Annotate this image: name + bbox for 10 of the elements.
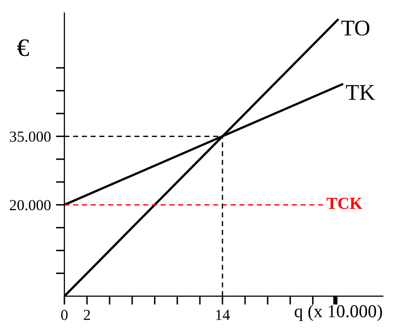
x-axis-title: q (x 10.000) bbox=[294, 304, 382, 322]
y-tick-label: 35.000 bbox=[10, 131, 51, 142]
x-tick-label: 14 bbox=[216, 310, 230, 320]
series-label: TO bbox=[341, 20, 370, 36]
series-label: TCK bbox=[326, 198, 362, 209]
y-axis-title: € bbox=[17, 39, 29, 56]
x-tick-label: 0 bbox=[61, 310, 68, 320]
y-tick-label: 20.000 bbox=[10, 200, 51, 210]
series-label: TK bbox=[346, 85, 375, 100]
x-tick-label: 2 bbox=[84, 310, 90, 320]
